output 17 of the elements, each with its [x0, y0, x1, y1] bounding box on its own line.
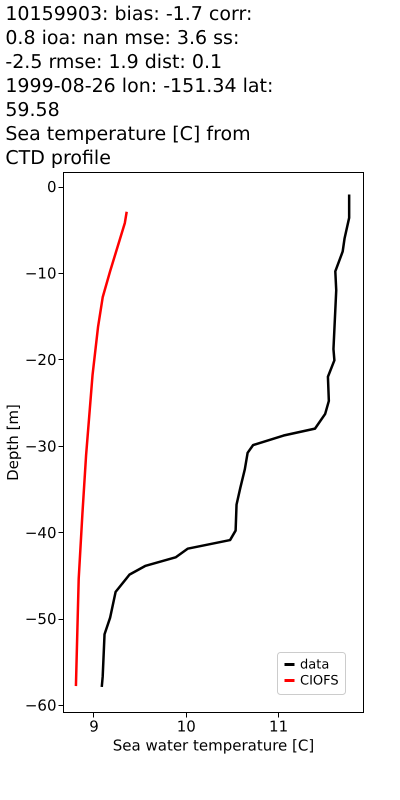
x-tick-label: 10	[176, 718, 196, 736]
x-tick-label: 9	[89, 718, 99, 736]
y-tick-label: −50	[24, 610, 56, 628]
y-axis-title: Depth [m]	[4, 404, 22, 481]
x-axis-title: Sea water temperature [C]	[112, 736, 314, 754]
y-tick-label: −60	[24, 696, 56, 715]
y-tick-label: −40	[24, 524, 56, 542]
line-series	[74, 210, 128, 688]
line-series	[100, 193, 350, 688]
y-tick-label: −10	[24, 264, 56, 283]
x-tick-label: 11	[269, 718, 288, 736]
y-tick-label: −20	[24, 350, 56, 369]
legend-label: data	[300, 658, 330, 672]
chart-title: 10159903: bias: -1.7 corr: 0.8 ioa: nan mse: 3.6 ss: -2.5 rmse: 1.9 dist: 0.1 1999-08-26 lon: -151.34 lat: 59.58 Sea temperature [C] from CTD profile	[5, 3, 274, 169]
y-tick-label: −30	[24, 437, 56, 456]
legend-label: CIOFS	[300, 674, 339, 688]
y-tick-label: 0	[46, 178, 56, 196]
